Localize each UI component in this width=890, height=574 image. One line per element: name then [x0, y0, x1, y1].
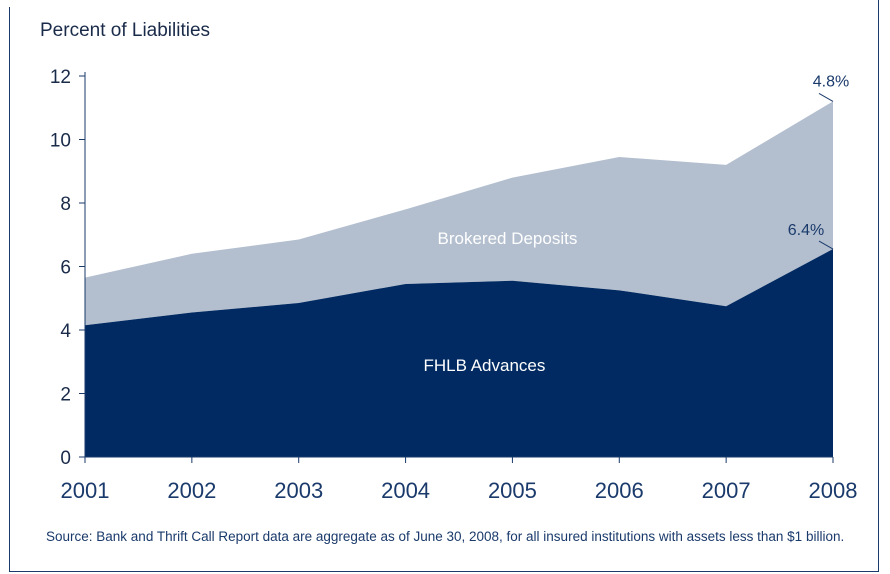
- fhlb-advances-label: FHLB Advances: [423, 356, 545, 375]
- annotation-leader-fhlb: [818, 240, 834, 250]
- annotation-leader-brokered: [818, 92, 834, 102]
- y-tick-label: 4: [60, 321, 71, 342]
- annotation-fhlb-pct: 6.4%: [788, 222, 824, 239]
- x-tick-label: 2001: [61, 478, 110, 503]
- annotation-brokered-pct: 4.8%: [813, 73, 849, 90]
- fhlb-advances-area: [85, 249, 833, 457]
- y-tick-label: 2: [60, 385, 71, 406]
- top-rule: [8, 0, 188, 7]
- brokered-deposits-area: [85, 101, 833, 326]
- y-tick-label: 8: [60, 194, 71, 215]
- x-tick-label: 2007: [702, 478, 751, 503]
- y-tick-label: 10: [50, 131, 71, 152]
- x-tick-label: 2003: [274, 478, 323, 503]
- x-tick-label: 2002: [167, 478, 216, 503]
- x-tick-label: 2006: [595, 478, 644, 503]
- y-tick-label: 12: [50, 67, 71, 88]
- y-axis-label: Percent of Liabilities: [40, 20, 211, 41]
- y-tick-label: 6: [60, 258, 71, 279]
- x-tick-label: 2004: [381, 478, 430, 503]
- x-tick-label: 2008: [809, 478, 858, 503]
- source-note: Source: Bank and Thrift Call Report data…: [46, 529, 845, 544]
- x-tick-label: 2005: [488, 478, 537, 503]
- y-tick-label: 0: [60, 448, 71, 469]
- brokered-deposits-label: Brokered Deposits: [438, 229, 578, 248]
